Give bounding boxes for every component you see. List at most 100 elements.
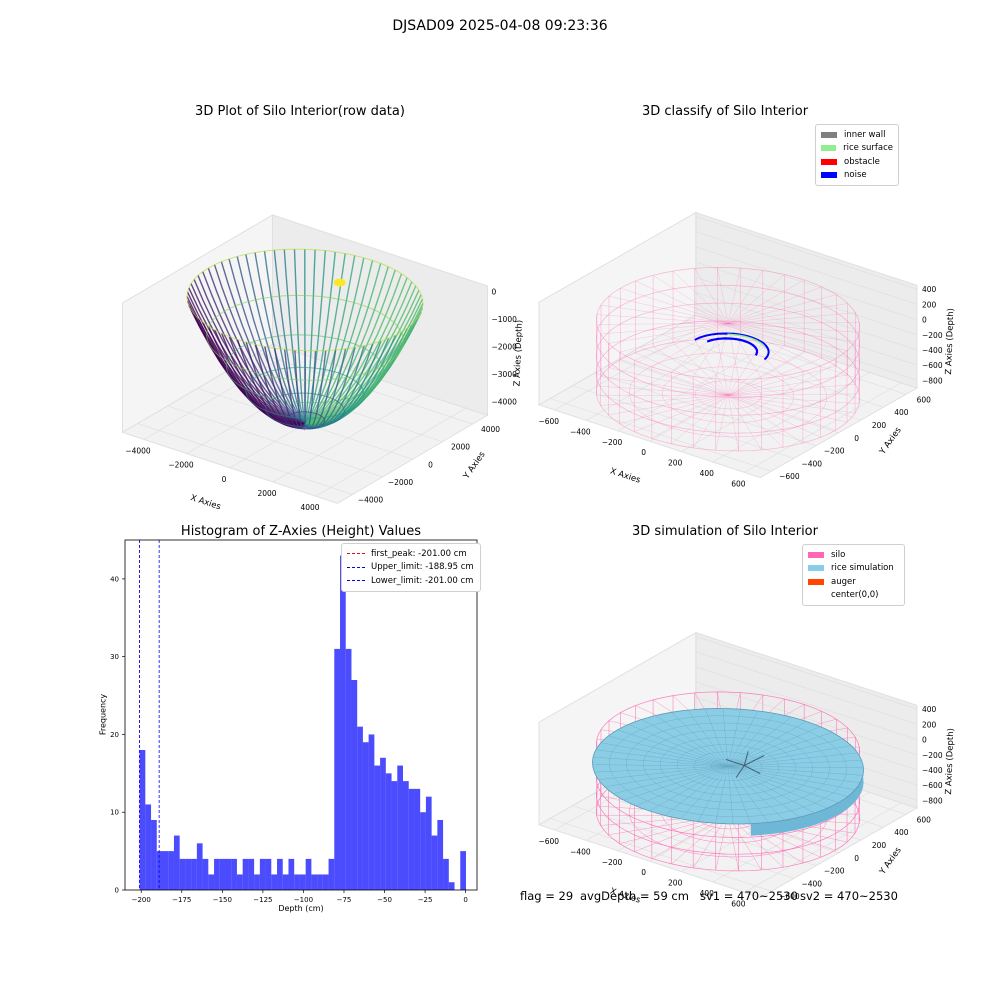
histogram-bar bbox=[288, 858, 295, 890]
silo-spoke bbox=[727, 747, 762, 804]
legend-swatch bbox=[821, 172, 837, 179]
classified-arc bbox=[706, 337, 759, 356]
silo-spoke bbox=[600, 814, 729, 826]
rice-mesh-spoke bbox=[727, 738, 843, 767]
grid-line bbox=[186, 365, 338, 454]
grid-line bbox=[572, 805, 794, 879]
floor-pane bbox=[537, 314, 919, 479]
silo-floor-ring bbox=[628, 352, 828, 438]
back-pane bbox=[272, 214, 488, 416]
rice-mesh-spoke bbox=[635, 766, 729, 807]
y-tick-label: −600 bbox=[779, 472, 800, 481]
rice-mesh-ring bbox=[710, 758, 746, 774]
z-tick-label: 0 bbox=[922, 736, 927, 745]
grid-line bbox=[695, 216, 918, 290]
histogram-ylabel: Frequency bbox=[98, 693, 108, 736]
histogram-bars bbox=[139, 555, 466, 890]
bowl-meridian bbox=[304, 281, 413, 425]
silo-spoke bbox=[727, 727, 848, 749]
bowl-meridian bbox=[304, 307, 424, 425]
histogram-bar bbox=[156, 851, 163, 890]
x-tick-label: −75 bbox=[337, 896, 352, 904]
grid-line bbox=[617, 760, 775, 852]
panel2-panes bbox=[537, 211, 919, 479]
silo-spoke bbox=[717, 267, 729, 324]
silo-spoke bbox=[635, 705, 729, 749]
silo-spoke bbox=[727, 747, 856, 767]
auger-stroke bbox=[735, 765, 745, 778]
grid-line bbox=[137, 423, 353, 495]
panel2-tick-labels: −600−400−2000200400600−600−400−200020040… bbox=[538, 285, 956, 488]
grid-line bbox=[594, 792, 817, 866]
z-axis-label: Z Axies (Depth) bbox=[944, 308, 956, 375]
histogram-bar bbox=[225, 858, 232, 890]
silo-spoke bbox=[652, 766, 729, 816]
floor-pane bbox=[537, 734, 919, 899]
legend-swatch bbox=[347, 580, 365, 582]
x-tick-label: 0 bbox=[463, 896, 467, 904]
silo-spoke bbox=[727, 794, 848, 816]
silo-spoke bbox=[727, 286, 822, 324]
silo-spoke bbox=[727, 704, 805, 749]
rice-mesh-spoke bbox=[727, 766, 848, 797]
silo-spoke bbox=[727, 268, 741, 324]
silo-spoke bbox=[727, 785, 837, 816]
silo-spoke bbox=[634, 394, 729, 432]
legend-swatch bbox=[821, 131, 837, 138]
bowl-meridian bbox=[304, 269, 396, 425]
histogram-bar bbox=[254, 874, 260, 890]
rice-mesh-spoke bbox=[592, 764, 729, 767]
grid-line bbox=[662, 754, 884, 828]
silo-spoke bbox=[727, 394, 848, 423]
silo-spoke bbox=[596, 385, 729, 396]
rice-mesh-spoke bbox=[727, 766, 801, 818]
bowl-meridian bbox=[304, 348, 347, 430]
bowl-highlight-point bbox=[333, 278, 346, 287]
auger-stroke bbox=[743, 755, 765, 766]
bowl-meridian bbox=[304, 324, 413, 426]
bowl-meridian bbox=[254, 252, 306, 425]
grid-line bbox=[695, 307, 918, 381]
silo-spoke bbox=[727, 747, 784, 801]
rice-mesh-ring bbox=[626, 722, 830, 810]
grid-line bbox=[695, 681, 918, 756]
silo-spoke bbox=[727, 692, 741, 749]
bowl-meridian bbox=[254, 344, 306, 429]
histogram-bar bbox=[248, 858, 255, 890]
silo-spoke bbox=[727, 323, 804, 372]
histogram-legend: first_peak: -201.00 cm Upper_limit: -188… bbox=[341, 543, 481, 592]
bowl-meridian bbox=[304, 347, 356, 429]
x-tick-label: −100 bbox=[294, 896, 313, 904]
y-tick-label: 0 bbox=[854, 854, 859, 863]
rice-mesh-spoke bbox=[727, 766, 785, 821]
silo-spoke bbox=[672, 342, 729, 396]
legend-swatch bbox=[808, 565, 824, 572]
bowl-ring bbox=[225, 334, 385, 404]
histogram-bar bbox=[231, 858, 237, 890]
bowl-ring bbox=[186, 248, 424, 352]
bowl-meridian bbox=[228, 258, 306, 425]
figure-title: DJSAD09 2025-04-08 09:23:36 bbox=[392, 18, 608, 34]
silo-spoke bbox=[727, 322, 860, 324]
silo-spoke bbox=[619, 814, 729, 844]
grid-line bbox=[229, 379, 381, 469]
silo-spoke bbox=[608, 814, 729, 836]
bowl-meridian bbox=[304, 251, 336, 425]
bowl-meridian bbox=[304, 253, 346, 425]
silo-ring bbox=[595, 302, 861, 416]
silo-floor-ring bbox=[661, 366, 795, 424]
histogram-bar bbox=[443, 858, 449, 890]
rice-mesh-spoke bbox=[617, 729, 729, 767]
silo-spoke bbox=[727, 294, 837, 324]
silo-spoke bbox=[634, 323, 729, 361]
panel1-tick-labels: −4000 −2000 0 2000 4000 −4000 −2000 0 2000 4000 0 −… bbox=[125, 288, 525, 513]
legend-item-center: center(0,0) bbox=[808, 589, 899, 603]
bowl-meridian bbox=[304, 250, 326, 425]
histogram-bar bbox=[322, 874, 329, 890]
legend-label: obstacle bbox=[844, 156, 880, 167]
silo-spoke bbox=[600, 796, 729, 816]
bowl-meridian bbox=[304, 255, 356, 425]
y-tick-label: 2000 bbox=[451, 443, 470, 452]
grid-line bbox=[695, 231, 918, 305]
silo-spoke bbox=[600, 747, 729, 759]
